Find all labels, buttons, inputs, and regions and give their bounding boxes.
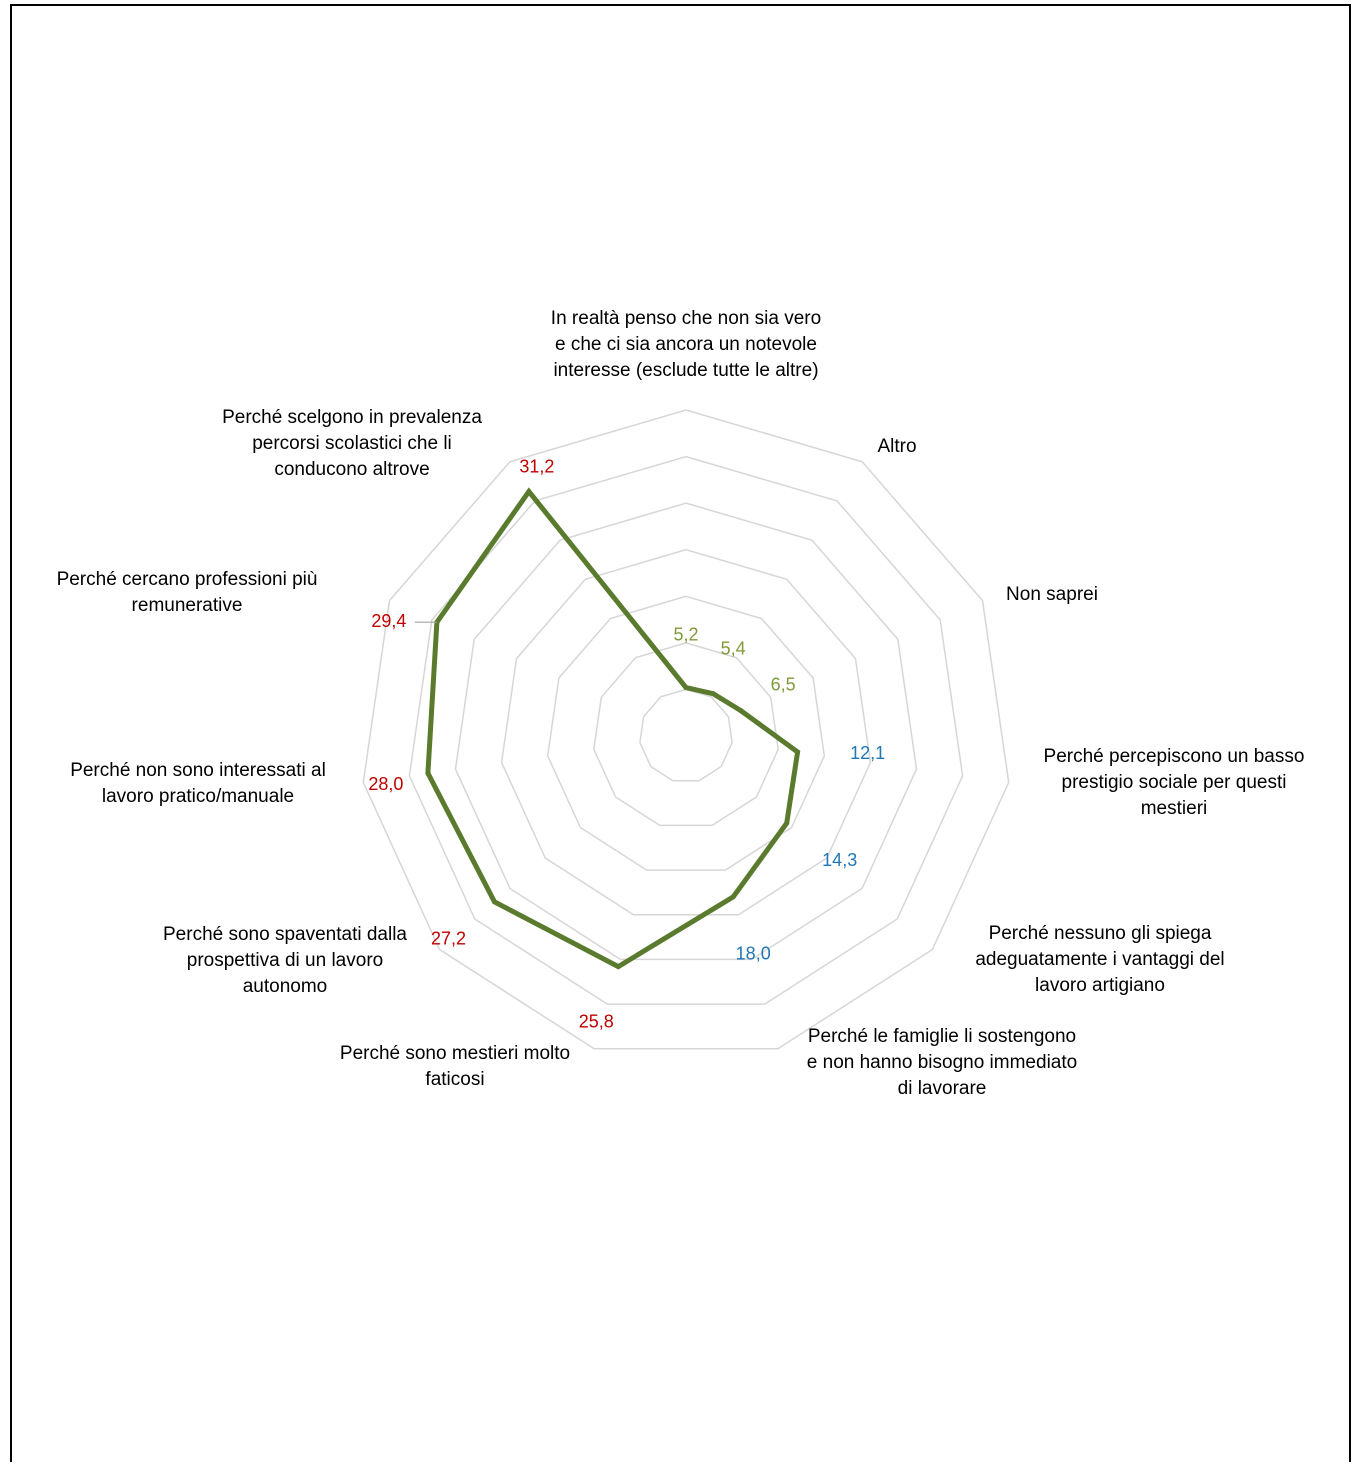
value-label: 14,3 xyxy=(822,850,857,870)
category-label-line: autonomo xyxy=(243,976,328,997)
category-label-line: e non hanno bisogno immediato xyxy=(807,1052,1077,1073)
category-label-line: Perché cercano professioni più xyxy=(57,569,318,590)
category-label: In realtà penso che non sia vero e che ci… xyxy=(551,308,821,381)
data-point xyxy=(710,691,716,697)
category-label-line: Perché sono spaventati dalla xyxy=(163,924,407,945)
category-label-line: prestigio sociale per questi xyxy=(1062,772,1287,793)
category-label: Perché non sono interessati al lavoro pra… xyxy=(70,760,326,807)
data-point xyxy=(526,489,532,494)
value-label: 5,4 xyxy=(721,638,746,658)
value-label: 6,5 xyxy=(771,675,796,695)
series-line xyxy=(425,487,801,970)
category-label-line: Perché sono mestieri molto xyxy=(340,1043,570,1064)
category-label: Perché sono spaventati dalla prospettiva … xyxy=(163,924,407,997)
category-label-line: Perché le famiglie li sostengono xyxy=(808,1026,1076,1047)
category-label: Perché le famiglie li sostengono e non ha… xyxy=(807,1026,1077,1099)
category-label: Perché scelgono in prevalenza percorsi sc… xyxy=(222,407,482,480)
grid-ring xyxy=(408,455,964,1005)
data-point xyxy=(738,708,744,714)
category-label: Perché percepiscono un basso prestigio so… xyxy=(1044,746,1305,819)
value-label: 29,4 xyxy=(371,611,406,631)
category-label-line: faticosi xyxy=(425,1069,484,1090)
value-label: 28,0 xyxy=(368,774,403,794)
grid-ring xyxy=(500,548,872,916)
grid-ring xyxy=(593,642,779,827)
category-label-line: percorsi scolastici che li xyxy=(252,433,452,454)
category-label: Perché cercano professioni più remunerati… xyxy=(57,569,318,616)
grid-ring xyxy=(546,595,826,871)
category-label-line: Non saprei xyxy=(1006,584,1098,605)
category-label-line: mestieri xyxy=(1141,798,1208,819)
category-label-line: In realtà penso che non sia vero xyxy=(551,308,821,329)
category-label-line: di lavorare xyxy=(898,1078,987,1099)
data-point xyxy=(492,899,497,905)
category-label-line: Altro xyxy=(877,436,916,457)
category-label-line: e che ci sia ancora un notevole xyxy=(555,334,817,355)
data-point xyxy=(730,894,736,900)
grid-ring xyxy=(639,688,733,782)
category-label-line: interesse (esclude tutte le altre) xyxy=(553,360,818,381)
grid-ring xyxy=(454,502,918,961)
value-label: 12,1 xyxy=(850,743,885,763)
category-label: Perché nessuno gli spiega adeguatamente i… xyxy=(975,923,1224,996)
category-label-line: Perché percepiscono un basso xyxy=(1044,746,1305,767)
category-label-line: lavoro pratico/manuale xyxy=(102,786,294,807)
category-label: Non saprei xyxy=(1006,584,1098,605)
data-point xyxy=(795,749,801,755)
data-point xyxy=(425,770,431,776)
category-label-line: Perché scelgono in prevalenza xyxy=(222,407,482,428)
category-label-line: Perché non sono interessati al xyxy=(70,760,326,781)
category-label-line: lavoro artigiano xyxy=(1035,975,1165,996)
category-label: Altro xyxy=(877,436,916,457)
grid-ring xyxy=(362,409,1010,1050)
category-label-line: adeguatamente i vantaggi del xyxy=(975,949,1224,970)
data-point xyxy=(683,685,689,691)
value-label: 31,2 xyxy=(519,456,554,476)
category-label-line: remunerative xyxy=(132,595,243,616)
category-label-line: conducono altrove xyxy=(274,459,429,480)
category-label: Perché sono mestieri molto faticosi xyxy=(340,1043,570,1090)
data-point xyxy=(615,964,621,970)
value-label: 25,8 xyxy=(579,1011,614,1031)
value-label: 27,2 xyxy=(431,929,466,949)
category-label-line: prospettiva di un lavoro xyxy=(187,950,383,971)
chart-frame xyxy=(10,4,1351,1462)
value-label: 5,2 xyxy=(673,624,698,644)
category-label-line: Perché nessuno gli spiega xyxy=(989,923,1212,944)
value-label: 18,0 xyxy=(736,944,771,964)
data-point xyxy=(784,820,790,826)
